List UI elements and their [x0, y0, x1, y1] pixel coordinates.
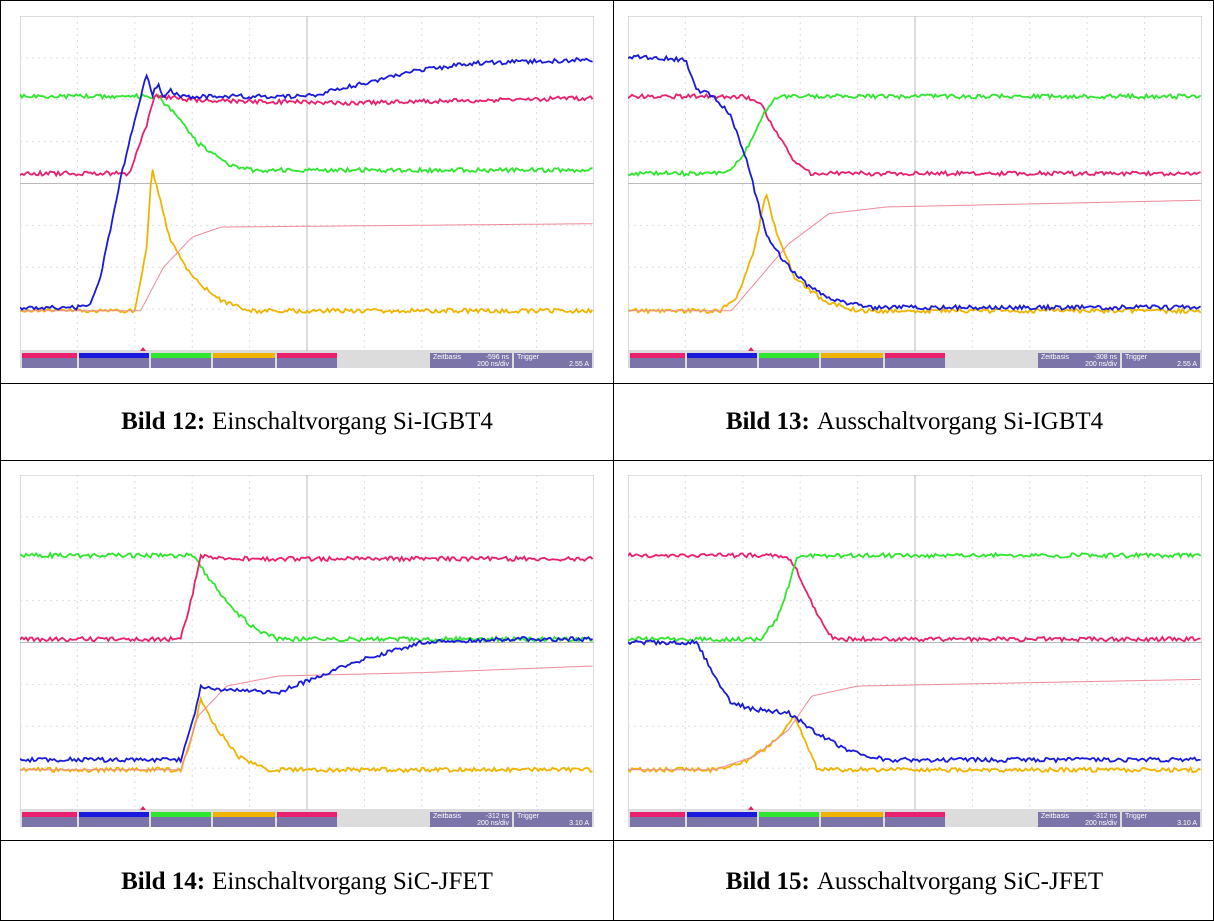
channel-tag: [213, 353, 275, 358]
trigger-level: 2.55 A: [569, 361, 589, 368]
channel-tag: [151, 353, 211, 358]
caption-label: Bild 12:: [121, 408, 205, 436]
channel-tag: [885, 353, 945, 358]
caption-text: Ausschaltvorgang Si-IGBT4: [817, 408, 1103, 436]
timebase-value: -312 ns: [486, 812, 510, 819]
channel-tag: [687, 353, 757, 358]
channel-tag: [630, 353, 685, 358]
timebase-value: -308 ns: [1093, 354, 1117, 361]
caption-text: Ausschaltvorgang SiC-JFET: [817, 868, 1103, 896]
caption-label: Bild 15:: [726, 868, 810, 896]
timebase-div: 200 ns/div: [477, 819, 509, 826]
channel-tag: [687, 812, 757, 817]
trigger-label: Trigger: [1125, 354, 1148, 361]
timebase-div: 200 ns/div: [1085, 361, 1117, 368]
timebase-label: Zeitbasis: [1041, 354, 1070, 361]
caption-label: Bild 13:: [726, 408, 810, 436]
timebase-label: Zeitbasis: [1041, 812, 1070, 819]
caption: Bild 12:Einschaltvorgang Si-IGBT4: [1, 384, 614, 461]
channel-tag: [22, 353, 77, 358]
channel-tag: [821, 353, 883, 358]
channel-tag: [759, 353, 819, 358]
channel-tag: [22, 812, 77, 817]
trigger-label: Trigger: [517, 812, 540, 819]
caption-label: Bild 14:: [121, 868, 205, 896]
trigger-label: Trigger: [517, 354, 540, 361]
channel-tag: [759, 812, 819, 817]
channel-tag: [213, 812, 275, 817]
trigger-level: 2.55 A: [1177, 361, 1197, 368]
caption: Bild 13:Ausschaltvorgang Si-IGBT4: [614, 384, 1214, 461]
channel-tag: [277, 812, 337, 817]
caption: Bild 14:Einschaltvorgang SiC-JFET: [1, 841, 614, 921]
trigger-level: 3.10 A: [569, 819, 589, 826]
timebase-value: -312 ns: [1093, 812, 1117, 819]
timebase-label: Zeitbasis: [433, 812, 462, 819]
timebase-div: 200 ns/div: [1085, 819, 1117, 826]
channel-tag: [821, 812, 883, 817]
document: Zeitbasis-596 ns200 ns/divTrigger2.55 A …: [0, 0, 1214, 921]
caption-text: Einschaltvorgang Si-IGBT4: [212, 408, 493, 436]
caption-text: Einschaltvorgang SiC-JFET: [212, 868, 493, 896]
timebase-label: Zeitbasis: [433, 354, 462, 361]
channel-tag: [630, 812, 685, 817]
channel-tag: [885, 812, 945, 817]
timebase-value: -596 ns: [486, 354, 510, 361]
channel-tag: [79, 353, 149, 358]
caption: Bild 15:Ausschaltvorgang SiC-JFET: [614, 841, 1214, 921]
channel-tag: [151, 812, 211, 817]
channel-tag: [79, 812, 149, 817]
trigger-level: 3.10 A: [1177, 819, 1197, 826]
trigger-label: Trigger: [1125, 812, 1148, 819]
channel-tag: [277, 353, 337, 358]
timebase-div: 200 ns/div: [477, 361, 509, 368]
